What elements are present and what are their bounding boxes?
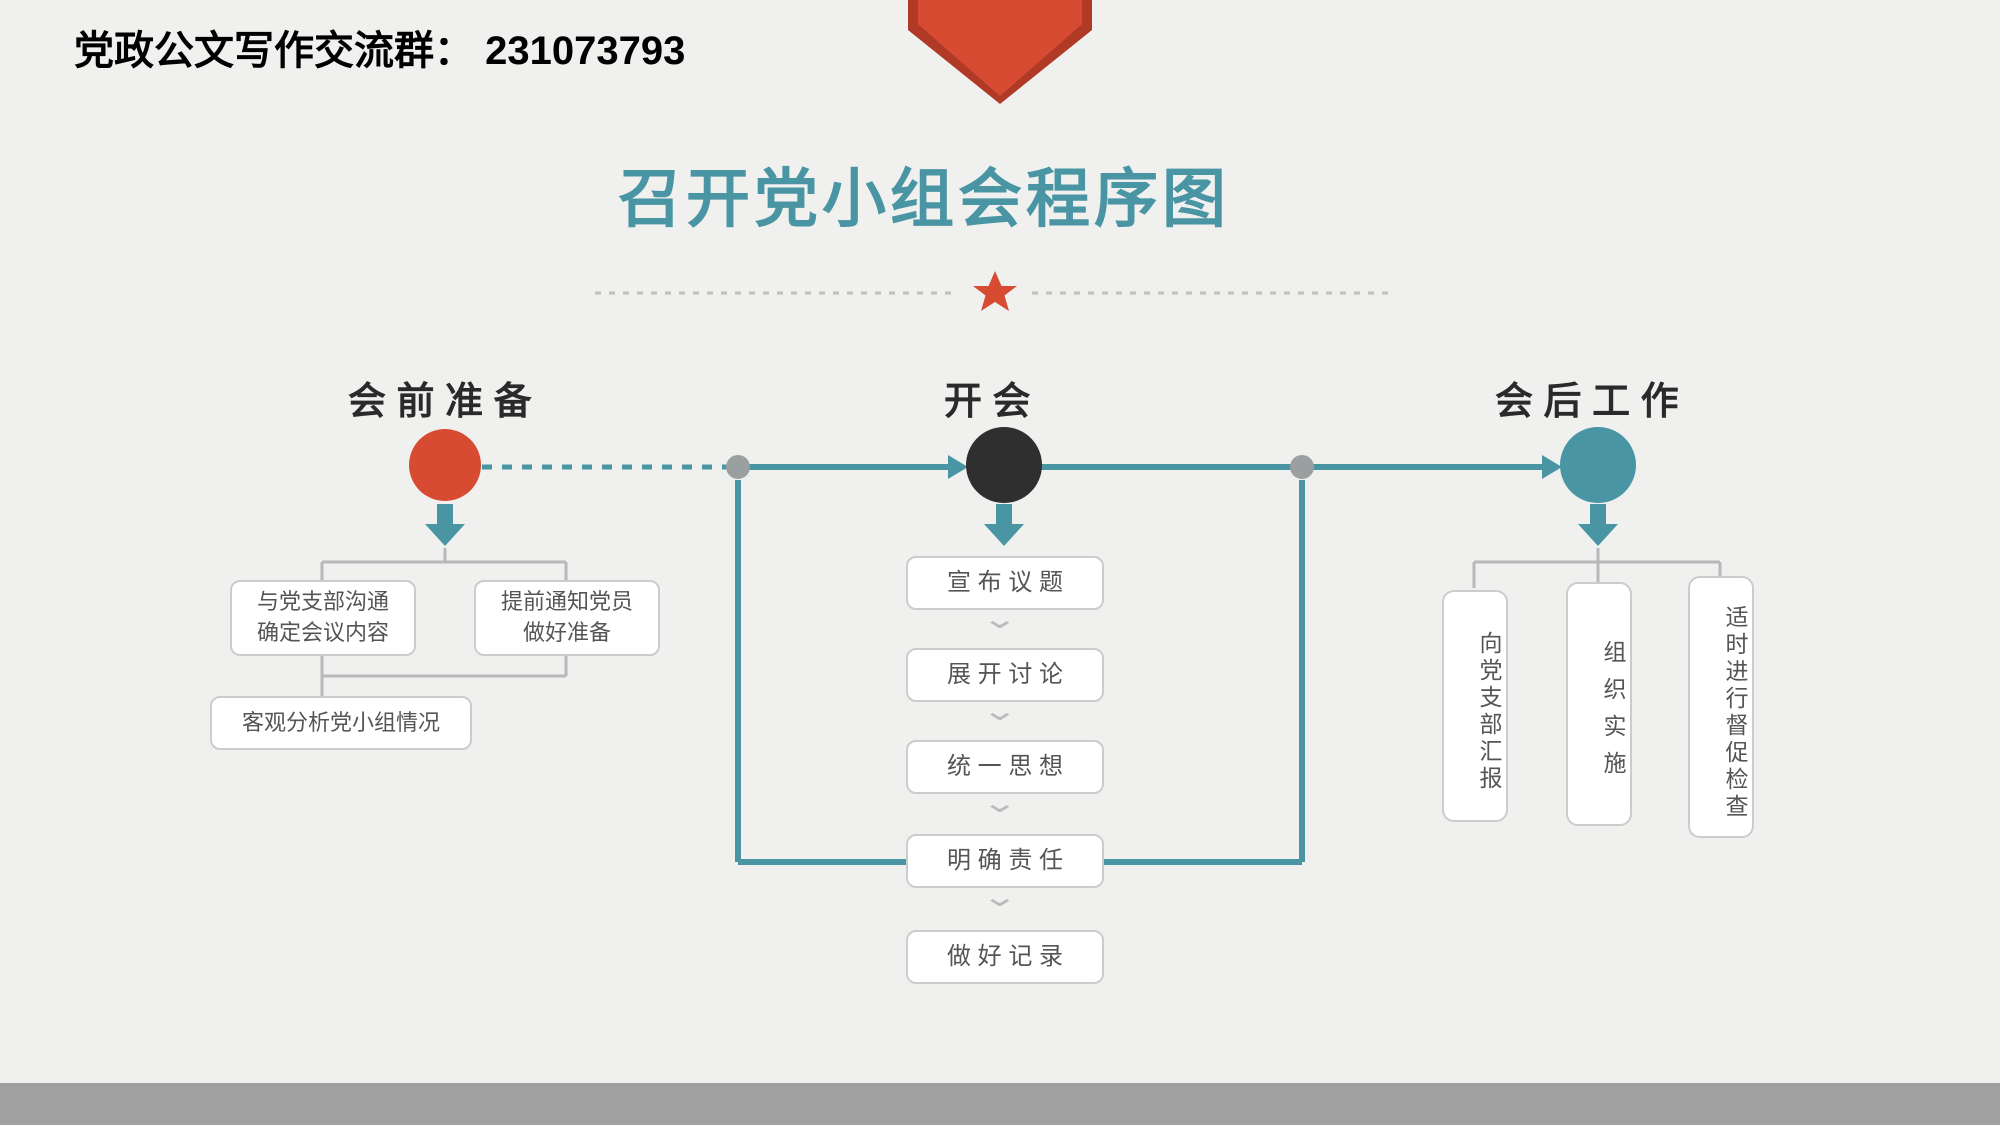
box-label: 提前通知党员 做好准备 (501, 587, 633, 649)
box-label: 明 确 责 任 (947, 844, 1063, 878)
box-label: 统 一 思 想 (947, 750, 1063, 784)
chevron-down-icon: ⌄ (981, 880, 1019, 913)
box-label: 适时进行督促检查 (1718, 605, 1752, 821)
down-arrow-icon (984, 504, 1024, 546)
stage-circle-prep (409, 429, 481, 501)
down-arrow-icon (1578, 504, 1618, 546)
section-title-prep: 会 前 准 备 (348, 370, 532, 425)
chevron-down-icon: ⌄ (981, 602, 1019, 635)
down-arrow-icon (425, 504, 465, 546)
section-title-post: 会 后 工 作 (1495, 370, 1679, 425)
box-label: 宣 布 议 题 (947, 566, 1063, 600)
header-text: 党政公文写作交流群： 231073793 (74, 18, 685, 76)
box-label: 做 好 记 录 (947, 940, 1063, 974)
top-red-chevron-icon (908, 0, 1092, 104)
prep-box-1: 与党支部沟通 确定会议内容 (230, 580, 416, 656)
box-label: 向党支部汇报 (1472, 631, 1506, 793)
box-label: 展 开 讨 论 (947, 658, 1063, 692)
meet-box-5: 做 好 记 录 (906, 930, 1104, 984)
prep-box-3: 客观分析党小组情况 (210, 696, 472, 750)
post-box-3: 适时进行督促检查 (1688, 576, 1754, 838)
post-box-2: 组织实施 (1566, 582, 1632, 826)
star-icon (973, 271, 1017, 311)
chevron-down-icon: ⌄ (981, 786, 1019, 819)
box-label: 客观分析党小组情况 (242, 708, 440, 739)
box-label: 组织实施 (1596, 640, 1630, 788)
chevron-down-icon: ⌄ (981, 694, 1019, 727)
page-title: 召开党小组会程序图 (618, 148, 1230, 240)
post-box-1: 向党支部汇报 (1442, 590, 1508, 822)
box-label: 与党支部沟通 确定会议内容 (257, 587, 389, 649)
stage-circle-meet (966, 427, 1042, 503)
bottom-bar (0, 1083, 2000, 1125)
stage-circle-post (1560, 427, 1636, 503)
section-title-meet: 开 会 (944, 370, 1031, 425)
prep-box-2: 提前通知党员 做好准备 (474, 580, 660, 656)
